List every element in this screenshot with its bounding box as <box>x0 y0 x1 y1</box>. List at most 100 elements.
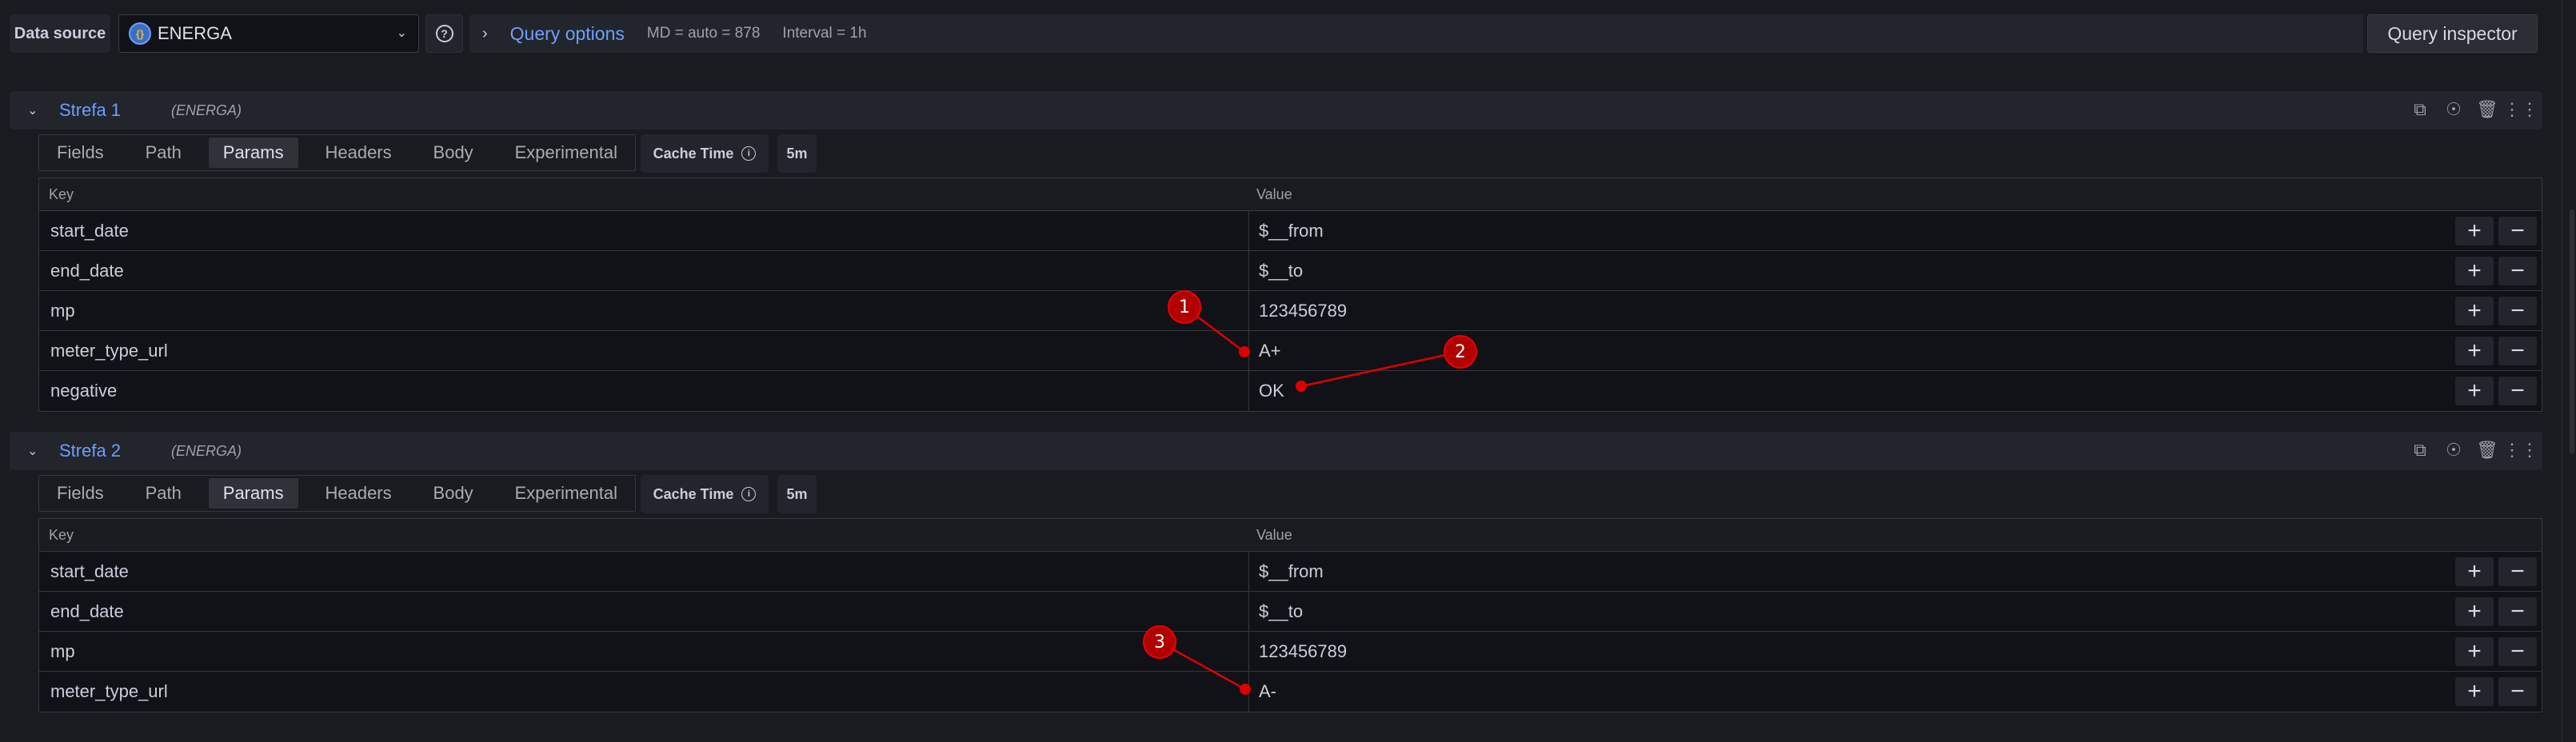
query-datasource: (ENERGA) <box>171 102 242 118</box>
param-value[interactable]: $__to <box>1248 251 1303 290</box>
remove-row-button[interactable]: − <box>2498 257 2537 285</box>
tab-fields[interactable]: Fields <box>57 483 104 503</box>
cache-time-text: Cache Time <box>653 145 734 162</box>
param-key[interactable]: end_date <box>50 600 124 621</box>
annotation-dot-1 <box>1239 346 1250 357</box>
tab-params[interactable]: Params <box>208 478 298 509</box>
cache-time-label: Cache Time i <box>641 134 769 173</box>
param-key[interactable]: start_date <box>50 560 129 581</box>
param-key[interactable]: mp <box>50 640 75 661</box>
tab-fields[interactable]: Fields <box>57 142 104 162</box>
trash-icon[interactable]: 🗑 <box>2476 99 2498 119</box>
param-value[interactable]: 123456789 <box>1248 291 1347 330</box>
annotation-dot-3 <box>1240 684 1251 695</box>
table-row: start_date $__from + − <box>39 211 2542 251</box>
tab-experimental[interactable]: Experimental <box>514 483 617 503</box>
add-row-button[interactable]: + <box>2455 257 2494 285</box>
query-row-header[interactable]: ⌄ Strefa 2 (ENERGA) ⧉ ☉ 🗑 ⋮⋮ <box>10 432 2542 470</box>
scrollbar-thumb[interactable] <box>2570 209 2574 454</box>
param-value[interactable]: OK <box>1248 371 1284 411</box>
query-name[interactable]: Strefa 1 <box>59 100 122 120</box>
annotation-dot-2 <box>1296 381 1307 392</box>
query-name[interactable]: Strefa 2 <box>59 441 122 461</box>
table-row: end_date $__to + − <box>39 592 2542 632</box>
param-value[interactable]: $__to <box>1248 592 1303 631</box>
collapse-chevron-icon[interactable]: ⌄ <box>27 445 38 458</box>
cache-time-value[interactable]: 5m <box>777 134 817 173</box>
param-key[interactable]: end_date <box>50 260 124 281</box>
tab-headers[interactable]: Headers <box>325 483 392 503</box>
question-icon: ? <box>435 25 453 42</box>
remove-row-button[interactable]: − <box>2498 677 2537 706</box>
param-key[interactable]: meter_type_url <box>50 681 168 701</box>
eye-icon[interactable]: ☉ <box>2446 440 2462 460</box>
table-row: mp 123456789 + − <box>39 632 2542 672</box>
query-datasource: (ENERGA) <box>171 442 242 459</box>
add-row-button[interactable]: + <box>2455 557 2494 586</box>
eye-icon[interactable]: ☉ <box>2446 99 2462 119</box>
tab-bar: Fields Path Params Headers Body Experimental <box>38 134 636 171</box>
tab-body[interactable]: Body <box>433 483 473 503</box>
annotation-marker-3: 3 <box>1143 625 1176 659</box>
datasource-logo-icon: {} <box>129 22 151 45</box>
param-value[interactable]: $__from <box>1248 211 1324 250</box>
collapse-chevron-icon[interactable]: ⌄ <box>27 104 38 118</box>
key-header: Key <box>49 526 74 543</box>
data-source-label: Data source <box>10 14 110 53</box>
remove-row-button[interactable]: − <box>2498 297 2537 325</box>
query-row-header[interactable]: ⌄ Strefa 1 (ENERGA) ⧉ ☉ 🗑 ⋮⋮ <box>10 91 2542 130</box>
tab-bar: Fields Path Params Headers Body Experimental <box>38 475 636 512</box>
table-header: Key Value <box>39 519 2542 552</box>
add-row-button[interactable]: + <box>2455 637 2494 666</box>
tab-path[interactable]: Path <box>145 142 182 162</box>
value-header: Value <box>1256 526 1292 543</box>
add-row-button[interactable]: + <box>2455 377 2494 405</box>
params-table: Key Value start_date $__from + − end_date… <box>38 518 2542 712</box>
param-value[interactable]: $__from <box>1248 552 1324 591</box>
tab-body[interactable]: Body <box>433 142 473 162</box>
add-row-button[interactable]: + <box>2455 337 2494 365</box>
query-options-bar[interactable]: › Query options MD = auto = 878 Interval… <box>469 14 2363 53</box>
data-source-select[interactable]: {} ENERGA ⌄ <box>118 14 419 53</box>
tab-experimental[interactable]: Experimental <box>514 142 617 162</box>
tab-path[interactable]: Path <box>145 483 182 503</box>
param-key[interactable]: start_date <box>50 220 129 241</box>
param-key[interactable]: negative <box>50 381 118 401</box>
tab-params[interactable]: Params <box>208 138 298 168</box>
table-header: Key Value <box>39 178 2542 211</box>
add-row-button[interactable]: + <box>2455 297 2494 325</box>
remove-row-button[interactable]: − <box>2498 557 2537 586</box>
cache-time-text: Cache Time <box>653 485 734 502</box>
tab-headers[interactable]: Headers <box>325 142 392 162</box>
annotation-marker-1: 1 <box>1168 290 1201 324</box>
annotation-marker-2: 2 <box>1444 335 1477 369</box>
add-row-button[interactable]: + <box>2455 677 2494 706</box>
query-options-title[interactable]: Query options <box>509 22 625 44</box>
param-value[interactable]: 123456789 <box>1248 632 1347 671</box>
param-key[interactable]: mp <box>50 300 75 321</box>
query-inspector-button[interactable]: Query inspector <box>2367 14 2538 53</box>
param-key[interactable]: meter_type_url <box>50 340 168 361</box>
remove-row-button[interactable]: − <box>2498 337 2537 365</box>
params-table: Key Value start_date $__from + − end_date… <box>38 178 2542 412</box>
trash-icon[interactable]: 🗑 <box>2476 440 2498 460</box>
add-row-button[interactable]: + <box>2455 217 2494 245</box>
duplicate-icon[interactable]: ⧉ <box>2414 99 2426 119</box>
interval: Interval = 1h <box>782 25 867 42</box>
max-data-points: MD = auto = 878 <box>646 25 761 42</box>
info-icon: i <box>741 487 757 501</box>
table-row: start_date $__from + − <box>39 552 2542 592</box>
value-header: Value <box>1256 186 1292 202</box>
duplicate-icon[interactable]: ⧉ <box>2414 440 2426 460</box>
remove-row-button[interactable]: − <box>2498 377 2537 405</box>
cache-time-label: Cache Time i <box>641 475 769 513</box>
help-button[interactable]: ? <box>425 14 463 53</box>
table-row: meter_type_url A- + − <box>39 672 2542 712</box>
add-row-button[interactable]: + <box>2455 597 2494 626</box>
remove-row-button[interactable]: − <box>2498 637 2537 666</box>
cache-time-value[interactable]: 5m <box>777 475 817 513</box>
table-row: negative OK + − <box>39 371 2542 411</box>
remove-row-button[interactable]: − <box>2498 217 2537 245</box>
remove-row-button[interactable]: − <box>2498 597 2537 626</box>
